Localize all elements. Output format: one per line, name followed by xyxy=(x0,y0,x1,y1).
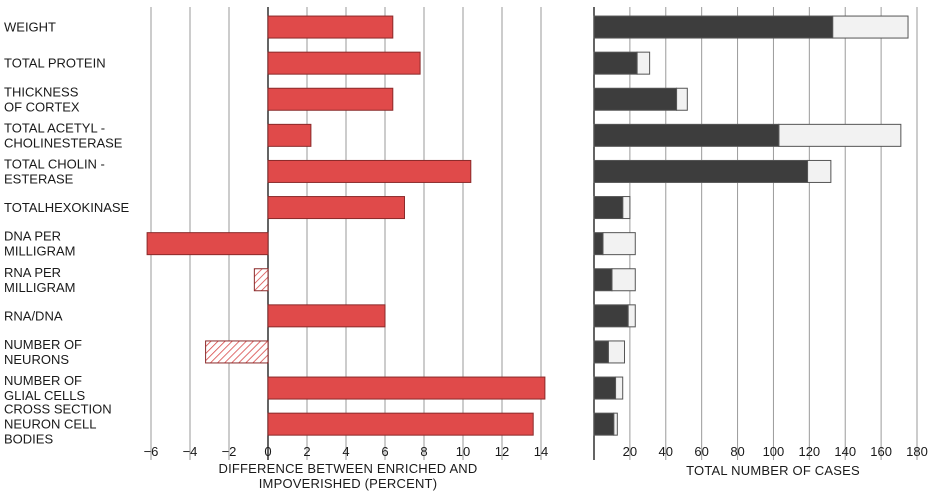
bar xyxy=(267,123,312,147)
x-axis-title: DIFFERENCE BETWEEN ENRICHED AND xyxy=(218,461,477,476)
bar xyxy=(267,376,546,400)
light-segment-bar xyxy=(676,87,688,111)
category-label: CHOLINESTERASE xyxy=(4,135,123,150)
x-tick-label: 20 xyxy=(623,444,637,459)
category-label: CROSS SECTION xyxy=(4,402,112,417)
x-tick-label: 2 xyxy=(303,444,310,459)
light-segment-bar xyxy=(778,123,902,147)
dark-segment-bar xyxy=(593,340,609,364)
bar xyxy=(146,232,269,256)
x-tick-label: −4 xyxy=(183,444,198,459)
light-segment-bar xyxy=(611,268,636,292)
dark-segment-bar xyxy=(593,376,617,400)
category-label: THICKNESS xyxy=(4,84,79,99)
dark-segment-bar xyxy=(593,51,638,75)
dark-segment-bar xyxy=(593,304,629,328)
bar xyxy=(267,87,394,111)
light-segment-bar xyxy=(607,340,626,364)
bar xyxy=(267,15,394,39)
percent-difference-chart: −6 −4 −2 0 2 4 6 8 10 12 14 DIFFERENCE BETWEEN ENRI… xyxy=(144,7,548,491)
x-axis-title: TOTAL NUMBER OF CASES xyxy=(686,463,860,478)
x-tick-label: 0 xyxy=(264,444,271,459)
dark-segment-bar xyxy=(593,87,678,111)
x-tick-label: 180 xyxy=(906,444,928,459)
light-segment-bar xyxy=(613,412,618,436)
x-tick-label: 8 xyxy=(420,444,427,459)
x-tick-label: 140 xyxy=(834,444,856,459)
bar xyxy=(267,51,421,75)
light-segment-bar xyxy=(627,304,636,328)
category-label: TOTALHEXOKINASE xyxy=(4,200,130,215)
x-tick-label: 12 xyxy=(495,444,509,459)
light-segment-bar xyxy=(615,376,624,400)
hatched-bar xyxy=(253,268,269,292)
x-tick-label: 160 xyxy=(870,444,892,459)
dark-segment-bar xyxy=(593,159,809,183)
category-label: TOTAL CHOLIN - xyxy=(4,156,105,171)
category-label: RNA/DNA xyxy=(4,308,63,323)
x-tick-label: 4 xyxy=(342,444,349,459)
bar xyxy=(267,304,386,328)
light-segment-bar xyxy=(832,15,909,39)
category-label: MILLIGRAM xyxy=(4,244,76,259)
x-tick-label: 60 xyxy=(694,444,708,459)
category-label: TOTAL ACETYL - xyxy=(4,120,105,135)
x-tick-label: 80 xyxy=(730,444,744,459)
category-label: GLIAL CELLS xyxy=(4,388,86,403)
light-segment-bar xyxy=(807,159,832,183)
dark-segment-bar xyxy=(593,15,834,39)
category-label: NUMBER OF xyxy=(4,337,82,352)
total-cases-chart: 20 40 60 80 100 120 140 160 180 TOTAL NUMBER OF C… xyxy=(593,7,928,478)
dark-segment-bar xyxy=(593,232,604,256)
x-tick-label: 14 xyxy=(534,444,548,459)
x-tick-label: 40 xyxy=(659,444,673,459)
category-label: DNA PER xyxy=(4,229,61,244)
bar xyxy=(267,412,534,436)
category-label: ESTERASE xyxy=(4,171,74,186)
category-label: NUMBER OF xyxy=(4,373,82,388)
dark-segment-bar xyxy=(593,196,624,220)
category-label: WEIGHT xyxy=(4,20,56,35)
hatched-bar xyxy=(205,340,269,364)
x-tick-label: −6 xyxy=(144,444,159,459)
dark-segment-bar xyxy=(593,268,613,292)
category-label: MILLIGRAM xyxy=(4,280,76,295)
dark-segment-bar xyxy=(593,412,615,436)
bar xyxy=(267,159,472,183)
light-segment-bar xyxy=(622,196,631,220)
dark-segment-bar xyxy=(593,123,780,147)
x-axis-title: IMPOVERISHED (PERCENT) xyxy=(259,476,437,491)
x-tick-label: 100 xyxy=(763,444,785,459)
light-segment-bar xyxy=(636,51,651,75)
category-label: NEURON CELL xyxy=(4,417,96,432)
category-label: OF CORTEX xyxy=(4,99,80,114)
x-tick-label: 10 xyxy=(456,444,470,459)
category-label: BODIES xyxy=(4,432,53,447)
category-label: NEURONS xyxy=(4,352,69,367)
x-tick-label: 6 xyxy=(381,444,388,459)
category-label: TOTAL PROTEIN xyxy=(4,56,106,71)
x-tick-label: −2 xyxy=(222,444,237,459)
category-label: RNA PER xyxy=(4,265,61,280)
light-segment-bar xyxy=(602,232,636,256)
x-tick-label: 120 xyxy=(798,444,820,459)
bar xyxy=(267,196,405,220)
